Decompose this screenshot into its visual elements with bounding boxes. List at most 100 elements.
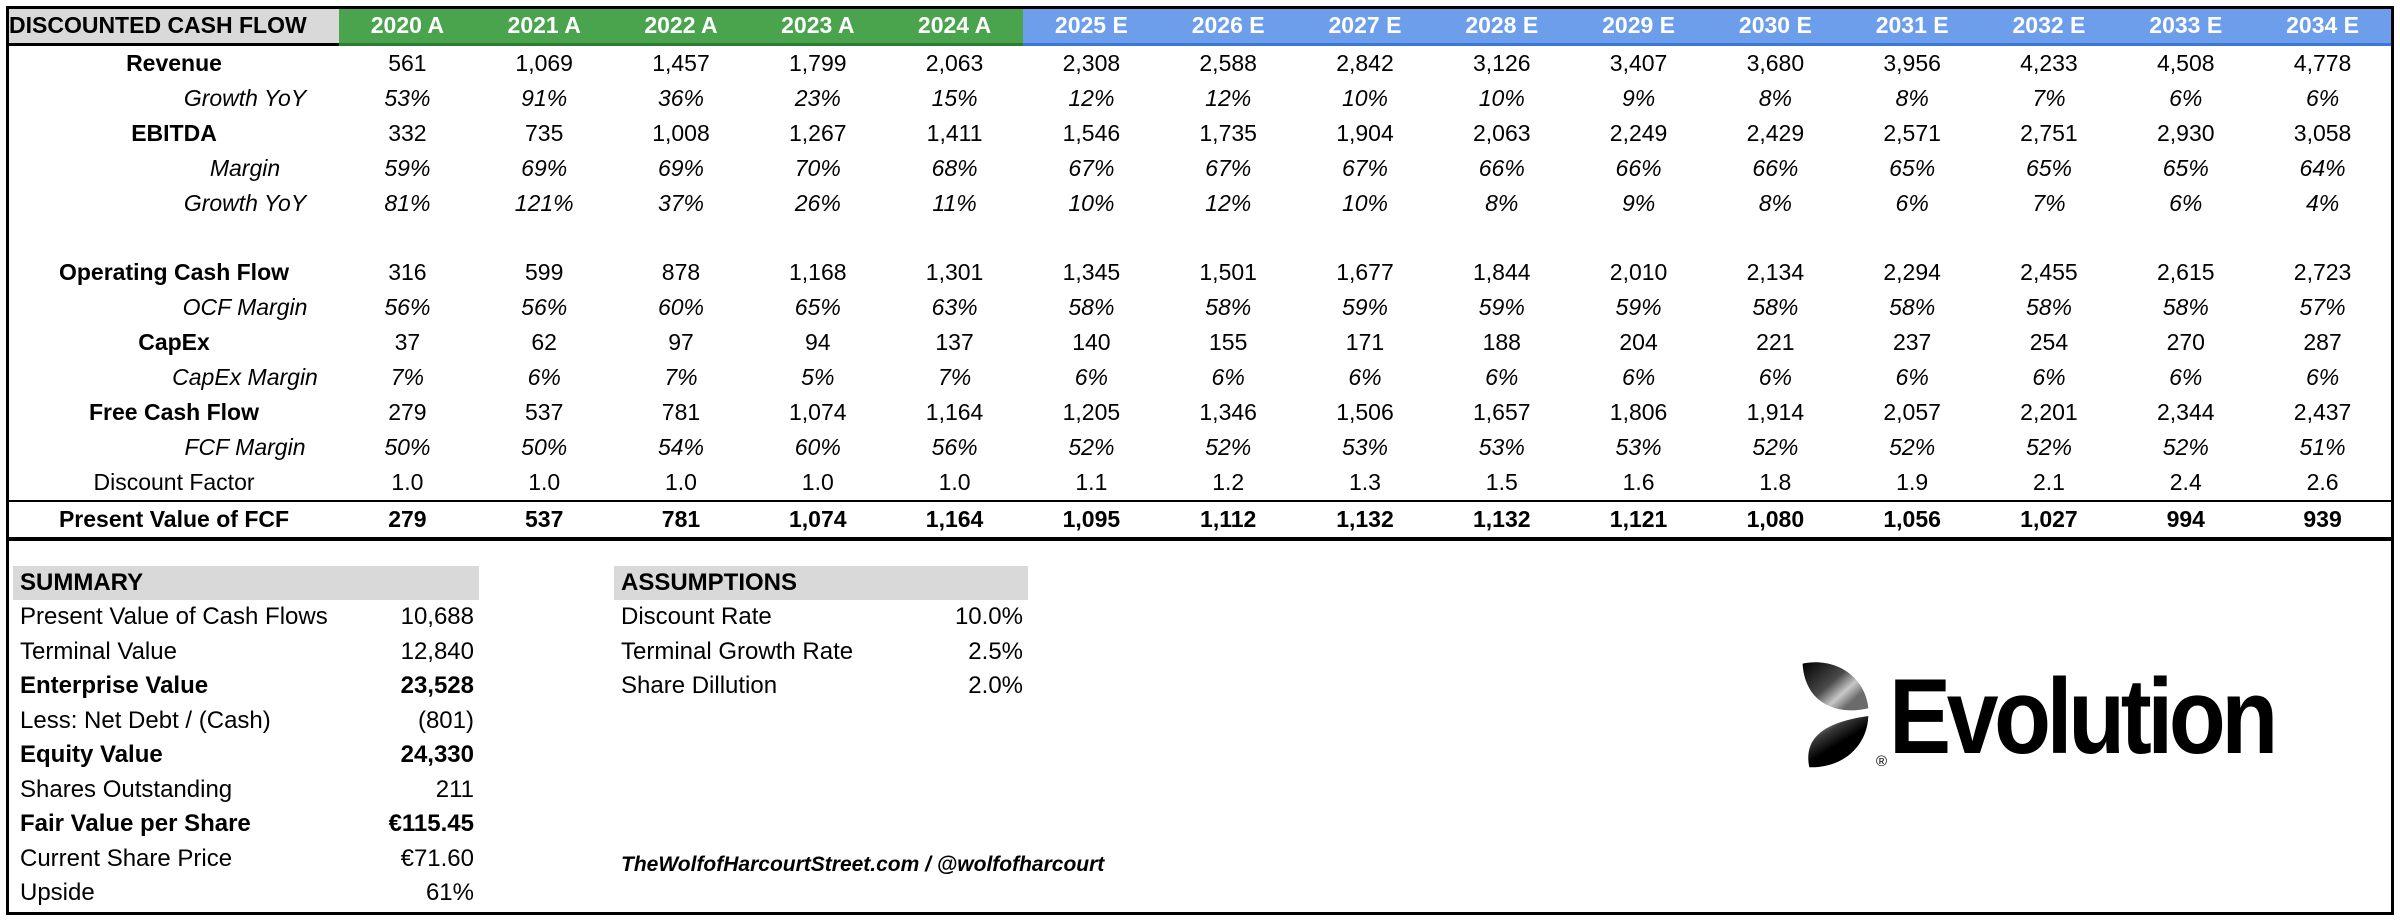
cell: 3,407 — [1609, 49, 1668, 76]
cell: 2.1 — [2032, 468, 2065, 495]
summary-label: Shares Outstanding — [20, 775, 233, 803]
cell: 52% — [2162, 433, 2209, 460]
cell: 1,844 — [1472, 258, 1531, 285]
cell: 6% — [2169, 189, 2203, 216]
cell: 8% — [1758, 84, 1792, 111]
bottom-area: SUMMARY Present Value of Cash Flows 10,68… — [9, 560, 2391, 912]
cell: 52% — [1752, 433, 1799, 460]
cell — [1570, 221, 1707, 255]
cell — [339, 221, 476, 255]
cell: 2,249 — [1609, 119, 1668, 146]
year-column-header: 2031 E — [1843, 9, 1981, 46]
summary-row: Enterprise Value 23,528 — [13, 669, 479, 704]
summary-row: Upside 61% — [13, 876, 479, 911]
cell: 8% — [1485, 189, 1519, 216]
year-column-header: 2023 A — [749, 9, 887, 46]
cell: 65% — [794, 293, 841, 320]
cell: 279 — [339, 499, 476, 541]
cell: 3,126 — [1472, 49, 1531, 76]
cell: 58% — [1068, 293, 1115, 320]
summary-label: Equity Value — [20, 741, 163, 768]
table-row: Revenue 561 1,069 1,457 1,799 2,063 2,308 2,588… — [9, 44, 2391, 81]
summary-value: 10,688 — [400, 603, 474, 630]
cell: 3,956 — [1883, 49, 1941, 76]
cell: 3,058 — [2293, 119, 2352, 146]
cell: 1,546 — [1062, 119, 1121, 146]
table-row: OCF Margin 56% 56% 60% 65% 63% 58% 58% 59% 59% 59%… — [9, 290, 2391, 325]
year-column-header: 2027 E — [1296, 9, 1434, 46]
cell: 1,205 — [1062, 398, 1121, 425]
cell: 69% — [521, 154, 568, 181]
cell: 54% — [657, 433, 705, 460]
cell: 69% — [657, 154, 705, 181]
cell: 1.0 — [528, 468, 561, 495]
cell: 8% — [1758, 189, 1792, 216]
cell: 1,806 — [1609, 398, 1668, 425]
cell: 121% — [514, 189, 574, 216]
cell: 65% — [2162, 154, 2209, 181]
cell: 56% — [384, 293, 431, 320]
cell: 1.8 — [1759, 468, 1792, 495]
cell: 1.0 — [938, 468, 971, 495]
cell: 1.0 — [801, 468, 834, 495]
cell: 6% — [1895, 363, 1929, 390]
cell: 52% — [1205, 433, 1252, 460]
cell: 1,069 — [515, 49, 573, 76]
cell: 67% — [1205, 154, 1252, 181]
registered-mark: ® — [1875, 753, 1887, 770]
cell: 67% — [1341, 154, 1388, 181]
cell: 60% — [794, 433, 841, 460]
cell: 56% — [521, 293, 568, 320]
cell: 52% — [2025, 433, 2072, 460]
cell: 7% — [664, 363, 698, 390]
cell: 939 — [2254, 499, 2391, 541]
cell: 1,132 — [1433, 499, 1571, 541]
cell: 50% — [521, 433, 568, 460]
cell: 56% — [931, 433, 978, 460]
table-row: CapEx Margin 7% 6% 7% 5% 7% 6% 6% 6% 6% 6% 6% 6% 6% 6%… — [9, 360, 2391, 395]
cell: 37% — [657, 189, 705, 216]
row-label: Growth YoY — [183, 84, 307, 111]
cell: 287 — [2303, 328, 2342, 355]
cell: 23% — [794, 84, 841, 111]
assumption-row: Share Dillution 2.0% — [614, 669, 1028, 704]
cell: 59% — [384, 154, 431, 181]
cell: 58% — [2025, 293, 2072, 320]
cell: 2,455 — [2020, 258, 2078, 285]
summary-value: (801) — [417, 706, 474, 734]
cell: 1.9 — [1896, 468, 1929, 495]
summary-value: 23,528 — [400, 672, 474, 699]
summary-value: 211 — [435, 775, 474, 803]
row-label: FCF Margin — [184, 433, 306, 460]
cell: 97 — [668, 328, 694, 355]
cell: 1,164 — [925, 398, 984, 425]
summary-label: Current Share Price — [20, 844, 233, 872]
cell: 1,132 — [1296, 499, 1434, 541]
cell: 10% — [1341, 84, 1388, 111]
cell: 221 — [1756, 328, 1795, 355]
cell: 1,501 — [1199, 258, 1257, 285]
cell: 2,063 — [925, 49, 984, 76]
cell: 2,134 — [1746, 258, 1805, 285]
assumption-label: Discount Rate — [621, 603, 772, 630]
cell: 65% — [2025, 154, 2072, 181]
row-label: Free Cash Flow — [89, 398, 259, 425]
cell: 6% — [2169, 84, 2203, 111]
cell: 5% — [801, 363, 835, 390]
cell: 2,344 — [2156, 398, 2215, 425]
cell — [1297, 221, 1434, 255]
cell: 1.5 — [1485, 468, 1518, 495]
cell: 878 — [661, 258, 701, 285]
cell: 7% — [2032, 189, 2066, 216]
cell: 237 — [1892, 328, 1932, 355]
row-label: Growth YoY — [183, 189, 307, 216]
cell: 1.6 — [1622, 468, 1655, 495]
table-row: Present Value of FCF 279 537 781 1,074 1,164 1… — [9, 499, 2391, 541]
cell: 781 — [612, 499, 750, 541]
watermark-text: TheWolfofHarcourtStreet.com / @wolfofhar… — [621, 853, 1105, 876]
cell: 1.1 — [1075, 468, 1108, 495]
cell: 53% — [1478, 433, 1525, 460]
cell: 1.0 — [665, 468, 697, 495]
cell: 6% — [1758, 363, 1792, 390]
year-column-header: 2034 E — [2254, 9, 2391, 46]
